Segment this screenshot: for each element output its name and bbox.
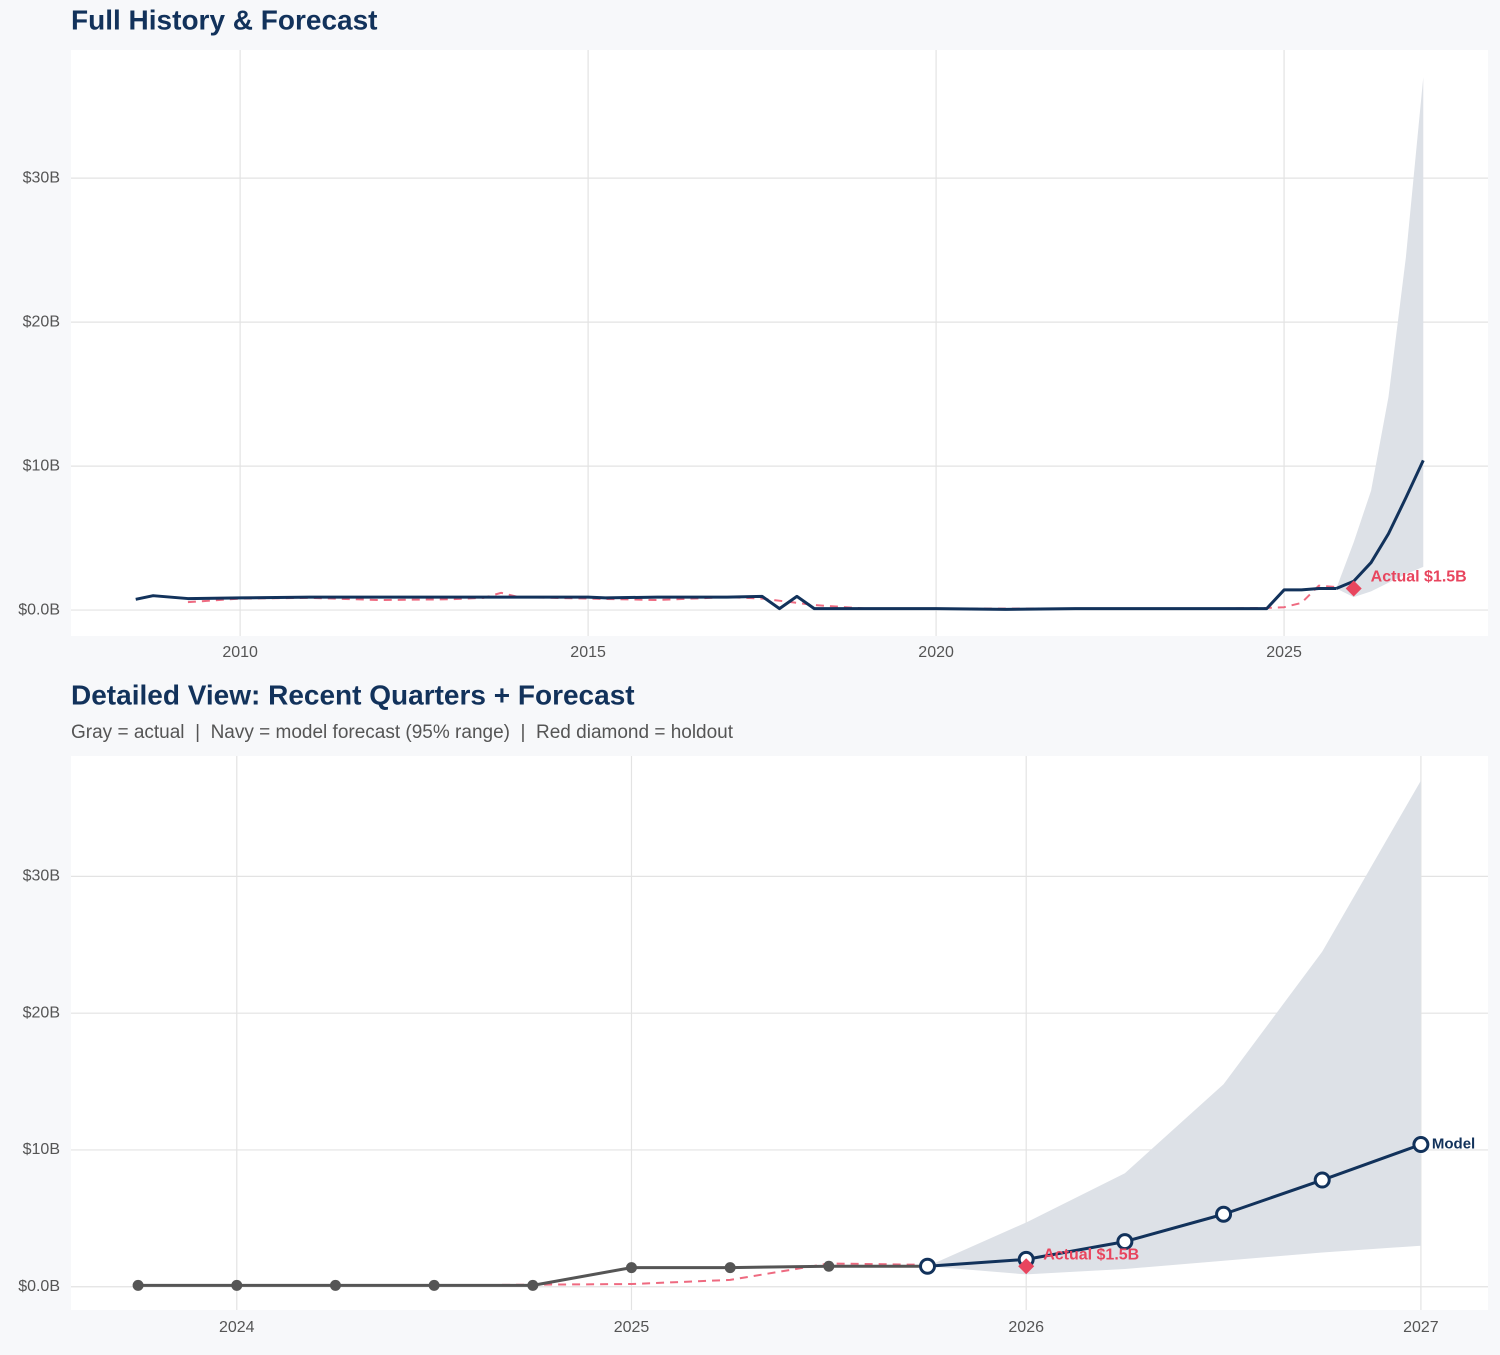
y-tick-label: $30B [23, 169, 60, 186]
data-point [1412, 1135, 1430, 1153]
y-tick-label: $0.0B [18, 601, 60, 618]
y-tick-label: $0.0B [18, 1278, 60, 1295]
data-point [428, 1279, 440, 1291]
data-point [823, 1260, 835, 1272]
data-point [132, 1279, 144, 1291]
series-line [927, 1143, 1422, 1268]
series-line [135, 586, 1337, 611]
series-line [1335, 459, 1425, 590]
x-tick-label: 2010 [222, 644, 258, 661]
plot-area [71, 50, 1488, 636]
data-point [329, 1279, 341, 1291]
data-point [1313, 1171, 1331, 1189]
chart-title: Full History & Forecast [71, 4, 378, 35]
holdout-marker [1345, 580, 1362, 597]
y-tick-label: $20B [23, 313, 60, 330]
series-label: Model [1432, 1135, 1475, 1152]
x-tick-label: 2025 [1266, 644, 1302, 661]
data-point [231, 1279, 243, 1291]
x-tick-label: 2025 [614, 1319, 650, 1336]
x-tick-label: 2026 [1008, 1319, 1044, 1336]
x-tick-label: 2015 [570, 644, 606, 661]
x-tick-label: 2024 [219, 1319, 255, 1336]
x-tick-label: 2027 [1403, 1319, 1439, 1336]
holdout-label: Actual $1.5B [1043, 1246, 1139, 1263]
y-tick-label: $10B [23, 1141, 60, 1158]
data-point [1116, 1233, 1134, 1251]
y-tick-label: $20B [23, 1004, 60, 1021]
holdout-label: Actual $1.5B [1371, 569, 1467, 586]
x-tick-label: 2020 [918, 644, 954, 661]
chart-title: Detailed View: Recent Quarters + Forecas… [71, 679, 635, 710]
forecast-band [927, 780, 1421, 1275]
chart-subtitle: Gray = actual | Navy = model forecast (9… [71, 722, 734, 743]
data-point [1215, 1205, 1233, 1223]
holdout-marker [1018, 1258, 1035, 1275]
y-tick-label: $10B [23, 457, 60, 474]
data-point [527, 1279, 539, 1291]
data-point [919, 1257, 937, 1275]
y-tick-label: $30B [23, 868, 60, 885]
data-point [724, 1262, 736, 1274]
data-point [625, 1262, 637, 1274]
forecast-band [1336, 77, 1424, 598]
